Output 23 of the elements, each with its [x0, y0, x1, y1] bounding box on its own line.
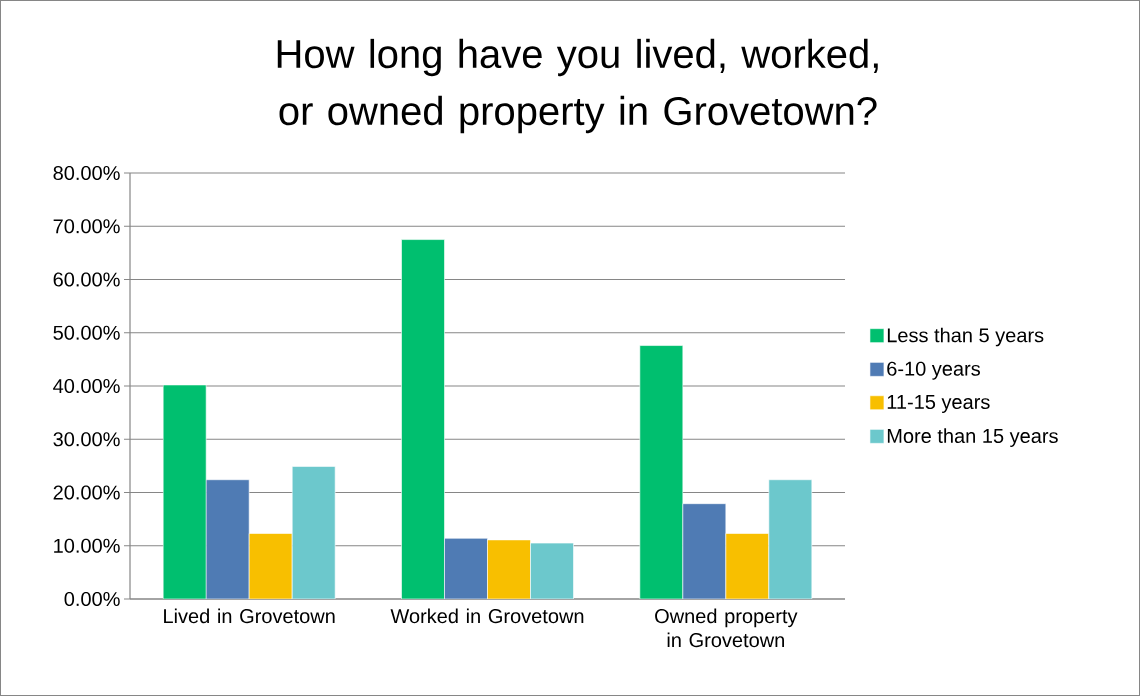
y-tick-label: 0.00%	[64, 591, 120, 607]
legend-label: 6-10 years	[887, 361, 980, 380]
legend-label: 11-15 years	[887, 395, 990, 414]
y-tick-label: 70.00%	[53, 219, 120, 234]
bar	[725, 533, 770, 599]
y-tick-label: 40.00%	[53, 378, 120, 394]
x-tick-label: Lived in Grovetown	[164, 608, 335, 624]
x-tick-label: Worked in Grovetown	[390, 608, 584, 624]
bar	[248, 533, 293, 599]
y-tick-label: 50.00%	[53, 325, 120, 340]
y-tick-label: 20.00%	[53, 485, 120, 500]
bar	[768, 479, 813, 599]
y-tick-label: 80.00%	[53, 165, 120, 181]
legend-label: More than 15 years	[887, 428, 1058, 448]
y-tick-label: 10.00%	[54, 538, 120, 553]
y-tick-label: 30.00%	[53, 432, 120, 447]
y-tick-label: 60.00%	[53, 272, 120, 287]
x-tick-label: Owned property in Grovetown	[655, 608, 798, 648]
bar	[487, 539, 531, 599]
bar	[291, 466, 336, 599]
chart-title: How long have you lived, worked, or owned property in Grovetown?	[277, 38, 878, 134]
legend-label: Less than 5 years	[887, 327, 1044, 347]
bar	[530, 542, 574, 599]
